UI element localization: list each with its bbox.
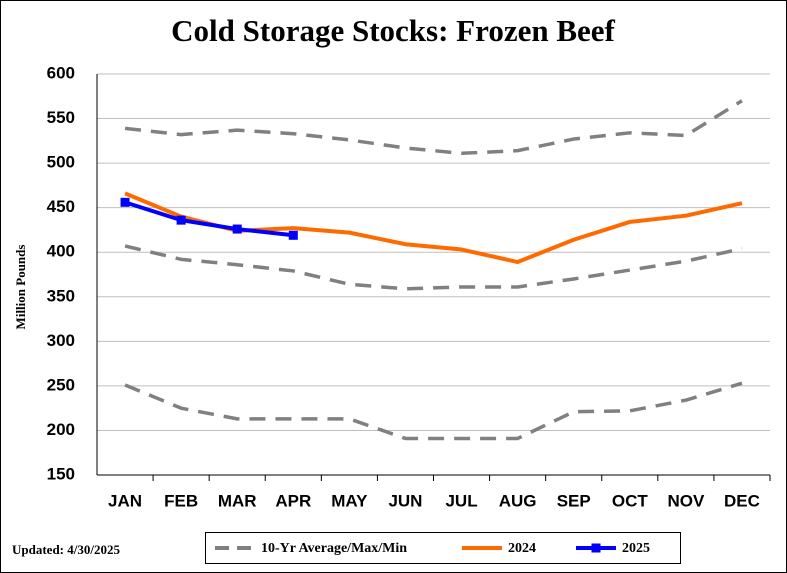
legend-label: 2024 [508, 541, 536, 556]
legend-label: 10-Yr Average/Max/Min [261, 541, 407, 556]
x-tick-label: OCT [612, 491, 649, 510]
x-tick-label: MAY [331, 491, 368, 510]
x-tick-label: FEB [164, 491, 198, 510]
y-tick-label: 500 [47, 153, 75, 172]
y-tick-label: 450 [47, 197, 75, 216]
x-tick-label: JAN [108, 491, 142, 510]
chart-title: Cold Storage Stocks: Frozen Beef [171, 13, 615, 48]
series-line [124, 244, 743, 291]
y-tick-label: 150 [47, 464, 75, 483]
x-tick-label: JUL [445, 491, 477, 510]
x-tick-label: JUN [388, 491, 422, 510]
series-marker [176, 215, 186, 225]
x-tick-label: DEC [724, 491, 760, 510]
y-tick-label: 600 [47, 63, 75, 82]
x-tick-label: APR [275, 491, 311, 510]
series-marker [288, 230, 298, 240]
series-marker [120, 197, 130, 207]
y-tick-label: 350 [47, 286, 75, 305]
y-tick-label: 250 [47, 375, 75, 394]
y-tick-label: 550 [47, 108, 75, 127]
y-tick-label: 400 [47, 242, 75, 261]
x-tick-label: AUG [499, 491, 537, 510]
x-tick-label: NOV [667, 491, 705, 510]
legend-marker [591, 543, 601, 553]
y-tick-label: 200 [47, 420, 75, 439]
y-tick-label: 300 [47, 331, 75, 350]
annotation: Updated: 4/30/2025 [12, 542, 120, 557]
series-line [124, 200, 294, 238]
x-tick-label: MAR [218, 491, 257, 510]
series-marker [232, 224, 242, 234]
series-line [124, 381, 743, 441]
legend-label: 2025 [622, 541, 650, 556]
x-tick-label: SEP [557, 491, 591, 510]
y-axis-label: Million Pounds [13, 245, 28, 330]
